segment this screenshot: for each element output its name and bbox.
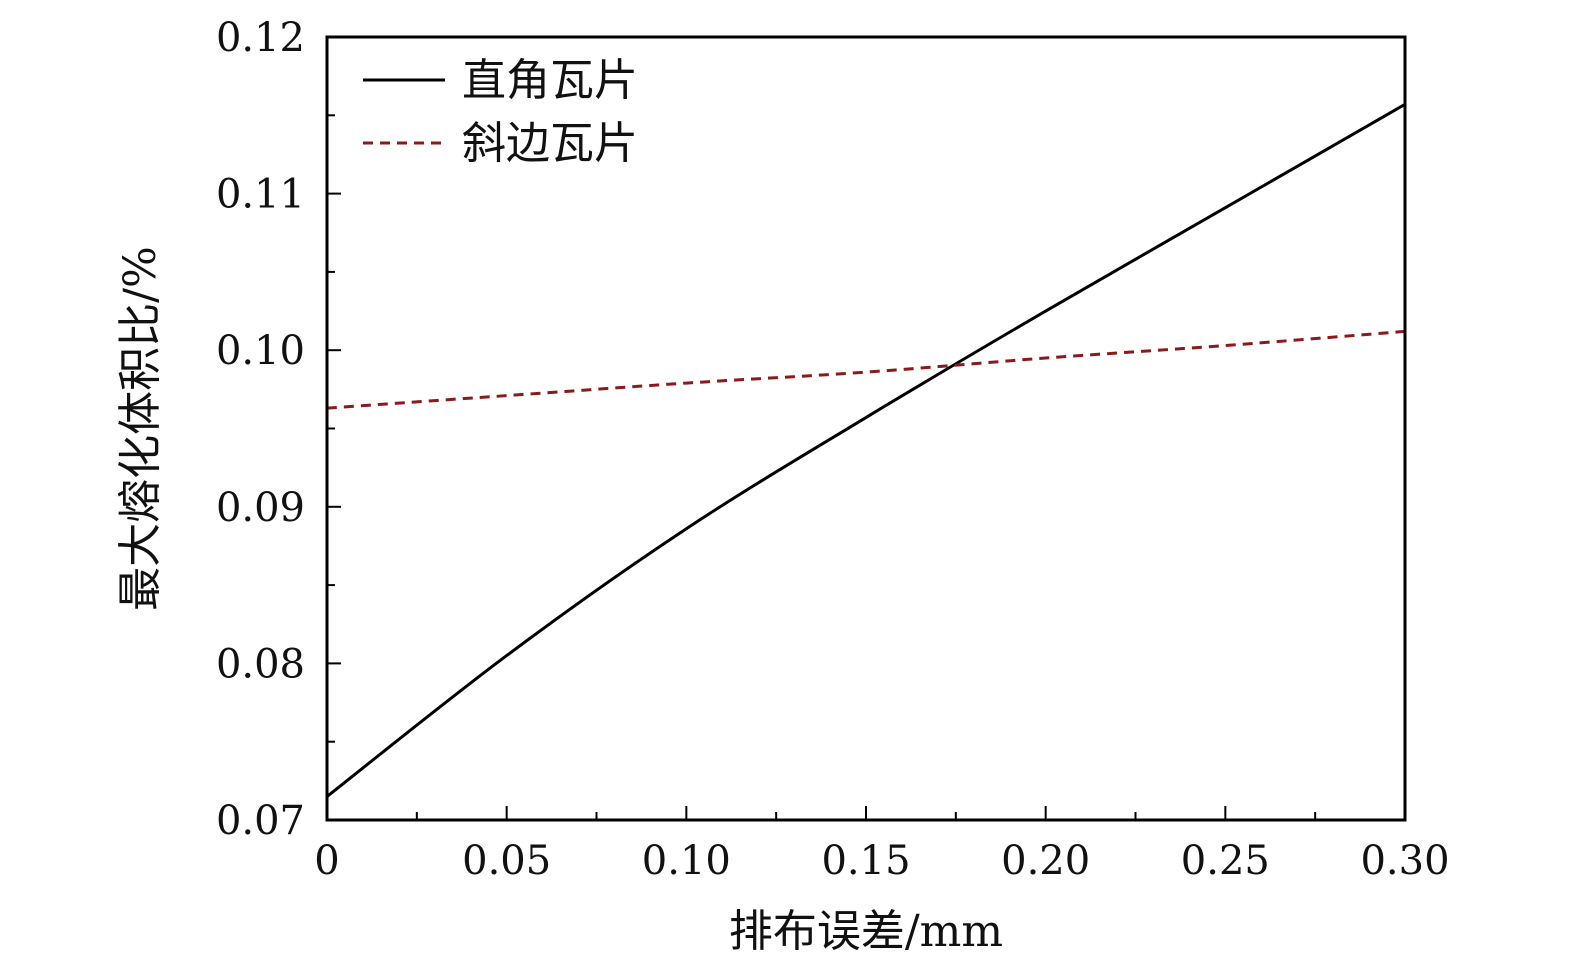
y-tick-label: 0.12: [216, 15, 305, 61]
x-tick-label: 0.10: [642, 838, 731, 884]
y-axis-label: 最大熔化体积比/%: [115, 246, 166, 611]
x-tick-label: 0: [314, 838, 339, 884]
y-tick-label: 0.07: [216, 798, 305, 844]
x-tick-label: 0.30: [1360, 838, 1449, 884]
x-tick-label: 0.20: [1001, 838, 1090, 884]
x-tick-label: 0.05: [462, 838, 551, 884]
series-lines: [326, 103, 1406, 798]
legend-label-right-angle-tile: 直角瓦片: [462, 55, 638, 106]
legend-label-beveled-tile: 斜边瓦片: [462, 118, 638, 169]
y-tick-label: 0.08: [216, 641, 305, 687]
series-line-beveled-tile: [326, 329, 1406, 410]
y-tick-label: 0.10: [216, 328, 305, 374]
x-tick-label: 0.15: [821, 838, 910, 884]
x-tick-label: 0.25: [1181, 838, 1270, 884]
axis-ticks: [326, 36, 1406, 821]
y-tick-label: 0.11: [216, 172, 305, 218]
y-tick-label: 0.09: [216, 485, 305, 531]
x-tick-labels: 0 0.05 0.10 0.15 0.20 0.25 0.30: [314, 838, 1449, 884]
series-line-right-angle-tile: [326, 103, 1406, 798]
x-axis-label: 排布误差/mm: [729, 906, 1003, 957]
y-tick-labels: 0.07 0.08 0.09 0.10 0.11 0.12: [216, 15, 305, 844]
legend: 直角瓦片 斜边瓦片: [363, 55, 638, 169]
